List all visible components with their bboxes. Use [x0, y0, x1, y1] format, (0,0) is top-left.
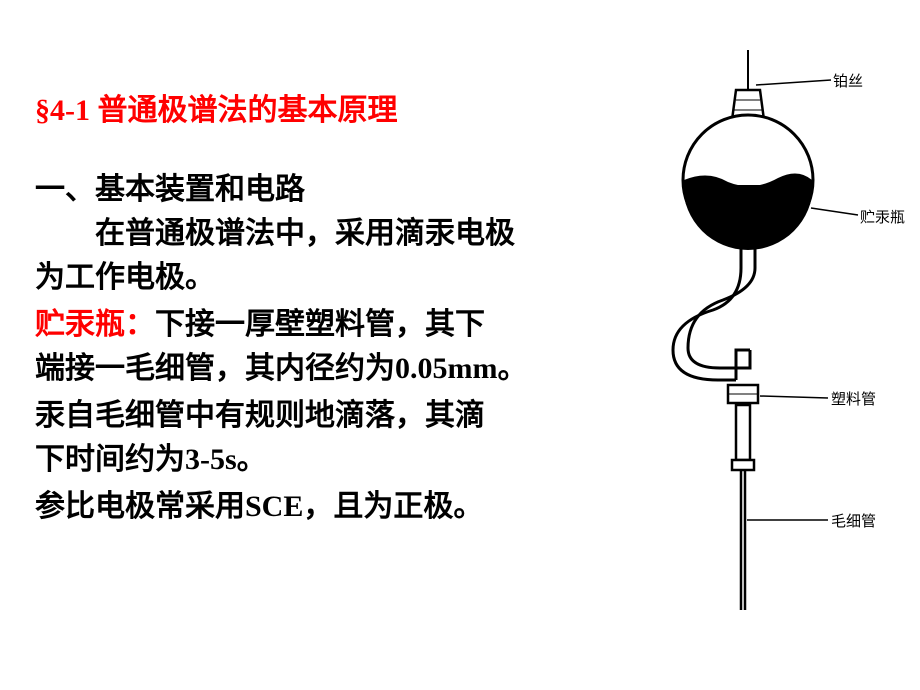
label-plastic-tube: 塑料管	[831, 388, 876, 409]
paragraph-4: 参比电极常采用SCE，且为正极。	[35, 485, 605, 529]
paragraph-1: 在普通极谱法中，采用滴汞电极 为工作电极。	[35, 212, 605, 299]
label-capillary: 毛细管	[831, 510, 876, 531]
storage-bottle-label: 贮汞瓶：	[35, 308, 155, 341]
para1-line2: 为工作电极。	[35, 261, 215, 294]
apparatus-diagram: 铂丝 贮汞瓶 塑料管 毛细管	[628, 50, 908, 640]
section-title: §4-1 普通极谱法的基本原理	[35, 85, 605, 129]
paragraph-3: 汞自毛细管中有规则地滴落，其滴 下时间约为3-5s。	[35, 394, 605, 481]
para3-line2: 下时间约为3-5s。	[35, 443, 267, 476]
text-content: §4-1 普通极谱法的基本原理 一、基本装置和电路 在普通极谱法中，采用滴汞电极…	[35, 85, 605, 533]
para2-rest: 下接一厚壁塑料管，其下	[155, 308, 485, 341]
subsection-heading: 一、基本装置和电路	[35, 164, 605, 208]
para3-line1: 汞自毛细管中有规则地滴落，其滴	[35, 399, 485, 432]
label-pt-wire: 铂丝	[833, 70, 863, 91]
paragraph-2: 贮汞瓶：下接一厚壁塑料管，其下 端接一毛细管，其内径约为0.05mm。	[35, 303, 605, 390]
label-hg-bottle: 贮汞瓶	[860, 206, 905, 227]
diagram-svg	[628, 50, 908, 640]
para1-line1: 在普通极谱法中，采用滴汞电极	[35, 212, 605, 256]
para2-line2: 端接一毛细管，其内径约为0.05mm。	[35, 352, 527, 385]
